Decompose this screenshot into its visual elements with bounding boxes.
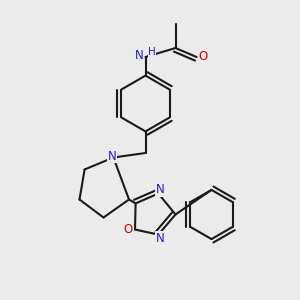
Text: N: N [135,49,144,62]
Text: N: N [155,183,164,196]
Text: N: N [107,149,116,163]
Text: O: O [199,50,208,64]
Text: O: O [124,223,133,236]
Text: N: N [155,232,164,245]
Text: H: H [148,47,156,57]
